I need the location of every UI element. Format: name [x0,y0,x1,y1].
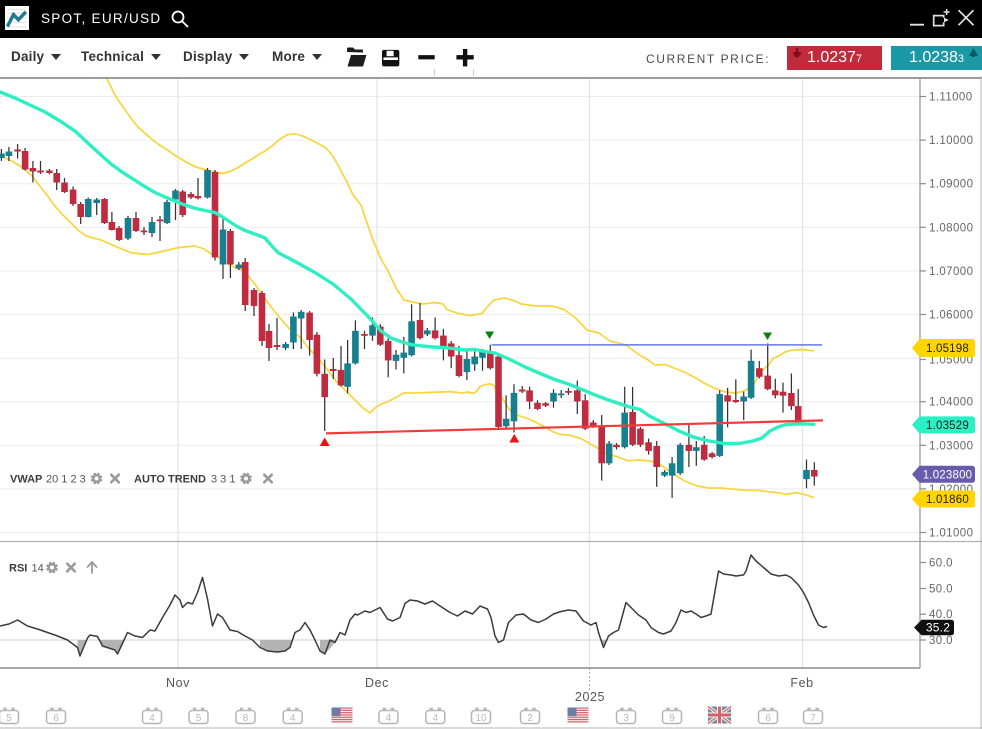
svg-text:RSI: RSI [9,563,27,575]
svg-text:1.03000: 1.03000 [929,440,973,452]
svg-text:1.08000: 1.08000 [929,222,973,234]
svg-text:4: 4 [290,713,296,724]
svg-text:7: 7 [810,713,816,724]
svg-text:4: 4 [149,713,155,724]
svg-text:1.04000: 1.04000 [929,397,973,409]
svg-text:1.05198: 1.05198 [926,343,969,355]
svg-text:5: 5 [6,713,12,724]
svg-text:AUTO TREND: AUTO TREND [134,474,206,486]
svg-text:4: 4 [386,713,392,724]
svg-text:60.0: 60.0 [929,558,953,570]
svg-text:6: 6 [53,713,59,724]
svg-text:50.0: 50.0 [929,584,953,596]
svg-text:40.0: 40.0 [929,609,953,621]
svg-text:5: 5 [196,713,202,724]
svg-text:Dec: Dec [365,676,389,690]
svg-text:1.06000: 1.06000 [929,310,973,322]
svg-text:1.023800: 1.023800 [923,469,973,481]
svg-text:1.10000: 1.10000 [929,135,973,147]
svg-text:10: 10 [475,713,487,724]
svg-text:1.07000: 1.07000 [929,266,973,278]
svg-text:1.03529: 1.03529 [926,420,969,432]
svg-text:8: 8 [243,713,249,724]
svg-text:Nov: Nov [166,676,190,690]
svg-text:VWAP: VWAP [10,474,42,486]
svg-text:6: 6 [765,713,771,724]
svg-text:1.01000: 1.01000 [929,528,973,540]
svg-text:35.2: 35.2 [926,621,950,635]
svg-text:3: 3 [623,713,629,724]
svg-text:30.0: 30.0 [929,635,953,647]
svg-text:2025: 2025 [575,690,605,704]
svg-text:9: 9 [669,713,675,724]
svg-text:1.09000: 1.09000 [929,179,973,191]
svg-text:14: 14 [32,563,44,575]
svg-text:1.05000: 1.05000 [929,355,973,367]
svg-text:20 1 2 3: 20 1 2 3 [46,474,86,486]
svg-text:1.11000: 1.11000 [929,92,973,104]
svg-text:3 3 1: 3 3 1 [211,474,235,486]
svg-text:1.01860: 1.01860 [926,494,969,506]
svg-text:Feb: Feb [790,676,813,690]
svg-text:4: 4 [433,713,439,724]
svg-text:2: 2 [527,713,533,724]
